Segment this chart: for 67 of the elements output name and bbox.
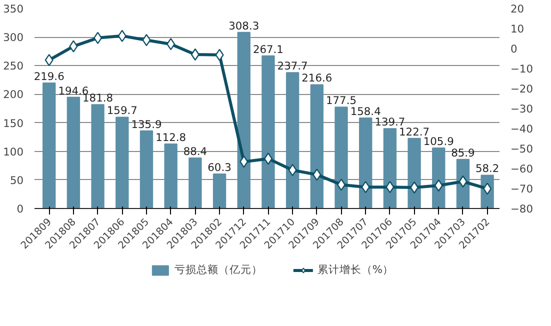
point xyxy=(288,164,297,176)
bar xyxy=(212,174,226,208)
y-tick-label: 300 xyxy=(3,31,24,44)
y2-tick-label: 20 xyxy=(510,2,524,16)
data-label: 135.9 xyxy=(131,118,162,131)
y-tick-label: 350 xyxy=(3,2,24,16)
point xyxy=(166,38,176,50)
bar xyxy=(116,116,129,208)
y2-tick-label: −70 xyxy=(510,182,534,196)
y-tick-label: 100 xyxy=(3,145,24,158)
bar xyxy=(286,72,300,208)
bar xyxy=(359,117,372,208)
point xyxy=(215,48,224,61)
bar xyxy=(237,32,250,208)
legend-label: 累计增长（%） xyxy=(317,263,394,277)
y2-tick-label: 10 xyxy=(510,22,524,36)
point xyxy=(69,40,78,52)
y2-tick-label: −50 xyxy=(510,142,534,156)
data-label: 219.6 xyxy=(34,70,65,84)
legend-label: 亏损总额（亿元） xyxy=(174,263,262,277)
y2-tick-label: −60 xyxy=(510,162,534,176)
bar xyxy=(188,157,202,208)
data-label: 85.9 xyxy=(451,146,476,160)
data-label: 267.1 xyxy=(252,42,284,56)
data-label: 112.8 xyxy=(156,131,186,144)
point xyxy=(386,181,394,194)
bar xyxy=(42,82,56,208)
data-label: 308.3 xyxy=(228,19,260,32)
bar xyxy=(164,144,178,208)
data-label: 237.7 xyxy=(277,60,308,73)
data-label: 88.4 xyxy=(183,144,208,158)
data-label: 159.7 xyxy=(106,104,138,118)
y-tick-label: 150 xyxy=(3,116,24,130)
point xyxy=(94,32,102,44)
y-tick-label: 250 xyxy=(3,60,24,73)
bar xyxy=(432,147,446,208)
bar xyxy=(66,96,80,208)
data-label: 58.2 xyxy=(475,162,500,176)
bar xyxy=(91,104,104,208)
y2-tick-label: −30 xyxy=(510,102,534,116)
y2-tick-label: −20 xyxy=(510,82,534,96)
data-label: 194.6 xyxy=(58,84,89,98)
y2-tick-label: −80 xyxy=(510,202,534,216)
bar xyxy=(408,138,421,208)
bar xyxy=(140,130,154,208)
bar xyxy=(334,106,348,208)
point xyxy=(240,156,248,168)
y-tick-label: 50 xyxy=(10,174,24,187)
point xyxy=(336,178,346,191)
data-label: 177.5 xyxy=(326,94,357,108)
point xyxy=(44,54,54,66)
y2-tick-label: −10 xyxy=(510,62,534,76)
bar xyxy=(262,55,275,208)
bar xyxy=(310,84,324,208)
bar xyxy=(383,128,397,208)
y-tick-label: 0 xyxy=(16,202,24,216)
data-label: 60.3 xyxy=(208,161,232,174)
data-label: 158.4 xyxy=(350,104,382,118)
point xyxy=(264,152,272,165)
y2-tick-label: 0 xyxy=(510,42,518,56)
point xyxy=(118,30,126,42)
y-tick-label: 200 xyxy=(3,88,24,102)
point xyxy=(312,168,322,181)
y2-tick-label: −40 xyxy=(510,122,534,136)
data-label: 216.6 xyxy=(302,72,332,85)
point xyxy=(361,181,370,194)
point xyxy=(142,34,151,46)
